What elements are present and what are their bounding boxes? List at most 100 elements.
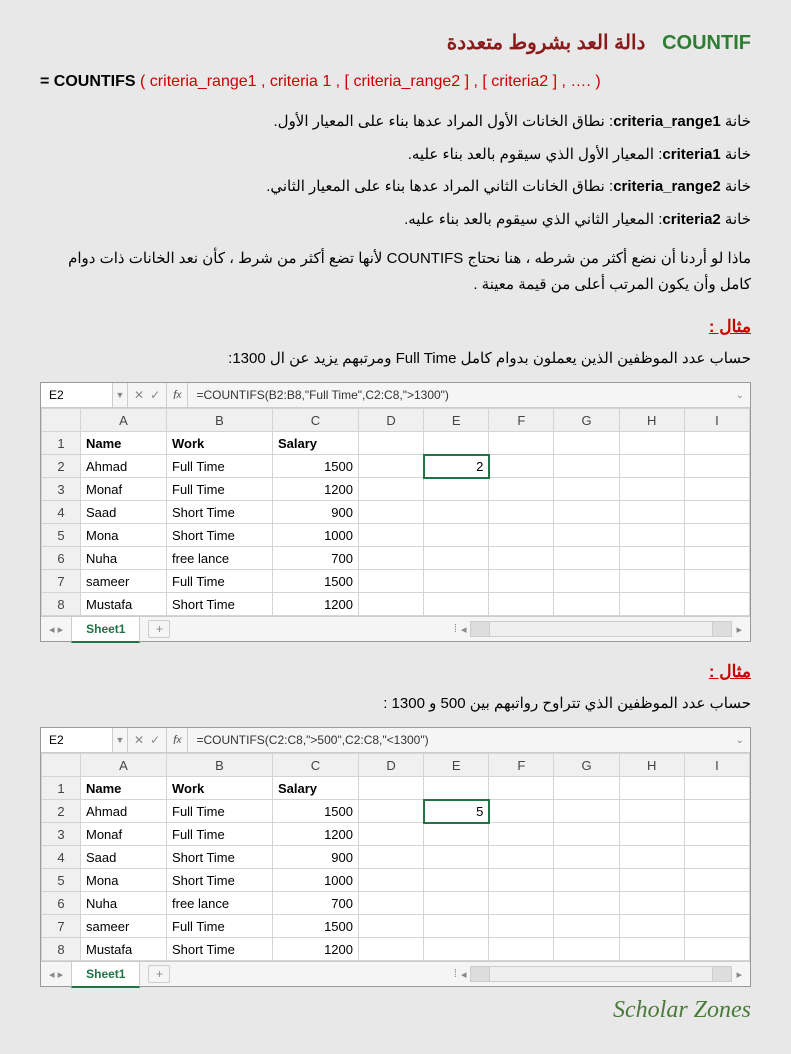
cell[interactable] (489, 570, 554, 593)
cell[interactable] (554, 455, 619, 478)
col-header-G[interactable]: G (554, 754, 619, 777)
col-header-H[interactable]: H (619, 754, 684, 777)
cell[interactable] (424, 869, 489, 892)
cell[interactable] (619, 869, 684, 892)
horizontal-scrollbar[interactable] (470, 621, 732, 637)
horizontal-scrollbar[interactable] (470, 966, 732, 982)
row-header[interactable]: 3 (42, 823, 81, 846)
accept-icon[interactable]: ✓ (150, 388, 160, 402)
cell[interactable]: Full Time (167, 455, 273, 478)
cell[interactable] (619, 478, 684, 501)
cell[interactable] (684, 455, 749, 478)
cell[interactable] (424, 938, 489, 961)
add-sheet-button[interactable]: + (148, 965, 170, 983)
cell[interactable] (424, 478, 489, 501)
cell[interactable]: Short Time (167, 869, 273, 892)
cell[interactable] (619, 593, 684, 616)
cell[interactable]: Short Time (167, 501, 273, 524)
cell[interactable] (489, 524, 554, 547)
cell[interactable]: free lance (167, 892, 273, 915)
cell[interactable] (554, 846, 619, 869)
col-header-H[interactable]: H (619, 409, 684, 432)
cell[interactable] (359, 777, 424, 800)
cell[interactable] (684, 432, 749, 455)
cell[interactable]: 700 (273, 892, 359, 915)
row-header[interactable]: 4 (42, 846, 81, 869)
col-header-F[interactable]: F (489, 754, 554, 777)
row-header[interactable]: 5 (42, 524, 81, 547)
cell[interactable]: 1000 (273, 869, 359, 892)
cell[interactable]: Mustafa (81, 938, 167, 961)
cell[interactable] (424, 593, 489, 616)
col-header-I[interactable]: I (684, 754, 749, 777)
cell[interactable] (684, 478, 749, 501)
cell[interactable]: 900 (273, 501, 359, 524)
col-header-A[interactable]: A (81, 409, 167, 432)
cell[interactable] (359, 800, 424, 823)
cell[interactable]: 1500 (273, 455, 359, 478)
cell[interactable] (619, 501, 684, 524)
tab-nav-prev[interactable]: ◂ ▸ (41, 968, 71, 981)
cell[interactable]: 1000 (273, 524, 359, 547)
cell[interactable] (489, 938, 554, 961)
col-header-C[interactable]: C (273, 754, 359, 777)
cell[interactable] (359, 501, 424, 524)
cell[interactable]: Full Time (167, 915, 273, 938)
cell[interactable] (554, 915, 619, 938)
cell[interactable]: sameer (81, 915, 167, 938)
cell[interactable] (554, 800, 619, 823)
row-header[interactable]: 2 (42, 455, 81, 478)
cell[interactable] (619, 547, 684, 570)
cell[interactable] (554, 823, 619, 846)
col-header-E[interactable]: E (424, 409, 489, 432)
cell[interactable] (619, 777, 684, 800)
cell[interactable]: Full Time (167, 823, 273, 846)
select-all-corner[interactable] (42, 754, 81, 777)
col-header-D[interactable]: D (359, 409, 424, 432)
scroll-left-icon[interactable]: ◂ (461, 623, 467, 636)
cell[interactable] (424, 432, 489, 455)
cell[interactable] (424, 501, 489, 524)
cell[interactable] (424, 777, 489, 800)
cell[interactable]: Short Time (167, 846, 273, 869)
cell[interactable] (359, 892, 424, 915)
cell[interactable]: Name (81, 777, 167, 800)
cell[interactable] (489, 823, 554, 846)
cell[interactable] (359, 823, 424, 846)
row-header[interactable]: 1 (42, 777, 81, 800)
row-header[interactable]: 6 (42, 892, 81, 915)
row-header[interactable]: 7 (42, 915, 81, 938)
cancel-icon[interactable]: ✕ (134, 733, 144, 747)
cell[interactable] (554, 892, 619, 915)
cell[interactable]: Mona (81, 524, 167, 547)
sheet-tab[interactable]: Sheet1 (71, 961, 140, 988)
cell[interactable]: Short Time (167, 938, 273, 961)
cell[interactable] (489, 501, 554, 524)
scroll-right-icon[interactable]: ▸ (736, 623, 742, 636)
cell[interactable] (684, 823, 749, 846)
fx-icon[interactable]: fx (167, 383, 188, 407)
formula-input[interactable]: =COUNTIFS(C2:C8,">500",C2:C8,"<1300") (188, 733, 729, 747)
cell[interactable]: Work (167, 777, 273, 800)
cell[interactable]: 900 (273, 846, 359, 869)
row-header[interactable]: 4 (42, 501, 81, 524)
cell[interactable]: Monaf (81, 823, 167, 846)
cell[interactable] (489, 432, 554, 455)
cell[interactable] (684, 501, 749, 524)
cell[interactable] (684, 547, 749, 570)
cell[interactable] (684, 800, 749, 823)
select-all-corner[interactable] (42, 409, 81, 432)
cell[interactable] (424, 823, 489, 846)
cell[interactable]: Monaf (81, 478, 167, 501)
cell[interactable]: Work (167, 432, 273, 455)
col-header-F[interactable]: F (489, 409, 554, 432)
cell[interactable] (489, 800, 554, 823)
expand-formula-icon[interactable]: ⌄ (730, 390, 750, 401)
cell[interactable] (554, 547, 619, 570)
row-header[interactable]: 1 (42, 432, 81, 455)
cell[interactable]: Nuha (81, 892, 167, 915)
cell[interactable]: Nuha (81, 547, 167, 570)
cell[interactable] (619, 432, 684, 455)
col-header-B[interactable]: B (167, 754, 273, 777)
cell[interactable] (684, 593, 749, 616)
